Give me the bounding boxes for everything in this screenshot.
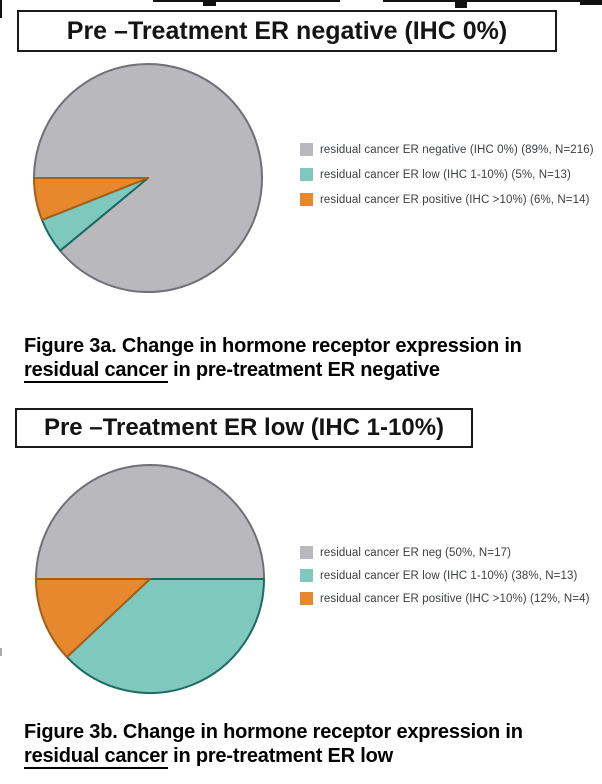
- legend-3a: residual cancer ER negative (IHC 0%) (89…: [300, 143, 594, 218]
- caption-3b-line1: Figure 3b. Change in hormone receptor ex…: [24, 721, 523, 743]
- legend-swatch: [300, 143, 313, 156]
- crop-artifact: [0, 0, 2, 18]
- caption-3a-line2: residual cancer in pre-treatment ER nega…: [24, 358, 599, 383]
- legend-swatch: [300, 546, 313, 559]
- caption-3a-underline: residual cancer: [24, 359, 168, 383]
- legend-label: residual cancer ER negative (IHC 0%) (89…: [320, 143, 594, 156]
- caption-3b: Figure 3b. Change in hormone receptor ex…: [24, 720, 599, 769]
- chart-title-3a: Pre –Treatment ER negative (IHC 0%): [17, 10, 557, 52]
- crop-artifact: [580, 0, 602, 5]
- legend-label: residual cancer ER positive (IHC >10%) (…: [320, 592, 590, 605]
- legend-label: residual cancer ER positive (IHC >10%) (…: [320, 193, 590, 206]
- caption-3a-line2-rest: in pre-treatment ER negative: [167, 359, 440, 381]
- caption-3a-line1: Figure 3a. Change in hormone receptor ex…: [24, 335, 522, 357]
- legend-swatch: [300, 168, 313, 181]
- chart-title-3b-text: Pre –Treatment ER low (IHC 1-10%): [43, 414, 445, 441]
- pie-slice: [65, 578, 265, 694]
- legend-swatch: [300, 569, 313, 582]
- legend-swatch: [300, 193, 313, 206]
- caption-3b-line2-rest: in pre-treatment ER low: [167, 745, 393, 767]
- chart-title-3b: Pre –Treatment ER low (IHC 1-10%): [15, 408, 473, 448]
- caption-3b-line2: residual cancer in pre-treatment ER low: [24, 744, 599, 769]
- pie-slice: [35, 464, 265, 580]
- pie-slice: [33, 177, 149, 221]
- legend-label: residual cancer ER low (IHC 1-10%) (5%, …: [320, 168, 571, 181]
- legend-item: residual cancer ER positive (IHC >10%) (…: [300, 592, 590, 605]
- caption-3a: Figure 3a. Change in hormone receptor ex…: [24, 334, 599, 383]
- legend-item: residual cancer ER neg (50%, N=17): [300, 546, 590, 559]
- chart-title-3a-text: Pre –Treatment ER negative (IHC 0%): [66, 16, 508, 45]
- crop-artifact: [0, 648, 2, 656]
- pie-slice: [35, 578, 151, 659]
- legend-item: residual cancer ER low (IHC 1-10%) (5%, …: [300, 168, 594, 181]
- legend-item: residual cancer ER negative (IHC 0%) (89…: [300, 143, 594, 156]
- legend-item: residual cancer ER low (IHC 1-10%) (38%,…: [300, 569, 590, 582]
- legend-label: residual cancer ER low (IHC 1-10%) (38%,…: [320, 569, 578, 582]
- crop-artifact: [153, 0, 340, 2]
- crop-artifact: [383, 0, 602, 2]
- pie-chart-3a: [33, 63, 263, 293]
- legend-item: residual cancer ER positive (IHC >10%) (…: [300, 193, 594, 206]
- caption-3b-underline: residual cancer: [24, 745, 168, 769]
- pie-chart-3b: [35, 464, 265, 694]
- legend-label: residual cancer ER neg (50%, N=17): [320, 546, 512, 559]
- crop-artifact: [203, 0, 216, 6]
- legend-3b: residual cancer ER neg (50%, N=17) residu…: [300, 546, 590, 615]
- crop-artifact: [455, 0, 467, 8]
- legend-swatch: [300, 592, 313, 605]
